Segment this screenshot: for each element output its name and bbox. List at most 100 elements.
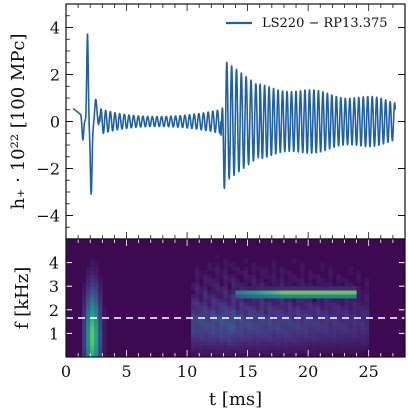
spectrogram-cell [336, 274, 341, 279]
spectrogram-cell [320, 317, 325, 322]
spectrogram-cell [324, 317, 329, 322]
spectrogram-cell [90, 305, 95, 311]
spectrogram-cell [316, 329, 321, 334]
spectrogram-cell [259, 278, 265, 283]
spectrogram-cell [235, 270, 240, 275]
spectrogram-cell [304, 317, 309, 322]
spectrogram-cell [239, 282, 244, 287]
spectrogram-cell [348, 290, 353, 295]
spectrogram-cell [279, 278, 285, 283]
spectrogram-cell [259, 282, 265, 287]
spectrogram-cell [283, 309, 289, 315]
spectrogram-cell [312, 345, 317, 350]
spectrogram-cell [219, 325, 224, 330]
spectrogram-cell [304, 321, 309, 326]
spectrogram-panel: 1 2 3 4 0 5 10 15 20 25 t [ms] f [kHz] [12, 238, 406, 410]
spectrogram-cell [344, 345, 349, 350]
spectrogram-cell [82, 282, 87, 287]
spectrogram-cell [94, 317, 99, 322]
spectrogram-cell [332, 325, 337, 330]
spectrogram-cell [356, 309, 362, 315]
spectrogram-cell [94, 266, 99, 271]
spectrogram-cell [271, 274, 277, 279]
spectrogram-cell [348, 313, 353, 319]
spectrogram-cell [263, 298, 269, 303]
spectrogram-cell [336, 337, 341, 342]
spectrogram-cell [283, 290, 289, 295]
strain-y-tick-label: 0 [50, 113, 60, 132]
spectrogram-cell [195, 305, 200, 311]
spectrogram-cell [348, 317, 353, 322]
spectrogram-cell [211, 313, 216, 319]
spectrogram-cell [94, 274, 99, 279]
spectrogram-cell [247, 301, 253, 307]
spectrogram-cell [328, 290, 333, 295]
spectrogram-cell [279, 294, 285, 299]
spectrogram-cell [207, 325, 212, 330]
spectrogram-cell [352, 345, 357, 350]
spectrogram-cell [336, 329, 341, 334]
spectrogram-cell [203, 325, 208, 330]
spectrogram-cell [320, 266, 325, 271]
spectrogram-cell [312, 317, 317, 322]
spectrogram-cell [223, 258, 228, 263]
spectrogram-cell [360, 325, 366, 330]
spectrogram-cell [263, 305, 269, 311]
spectrogram-cell [211, 294, 216, 299]
spectrogram-cell [324, 349, 329, 354]
spectrogram-cell [300, 329, 305, 334]
spectrogram-cell [98, 325, 103, 330]
strain-panel: LS220 − RP13.375 −4 −2 0 2 4 h₊ · 10²² [100 MP… [8, 3, 406, 240]
spectrogram-cell [191, 325, 196, 330]
spectrogram-cell [300, 325, 305, 330]
spectrogram-cell [203, 337, 208, 342]
spectrogram-cell [356, 317, 362, 322]
spectrogram-cell [324, 345, 329, 350]
spectrogram-cell [219, 333, 224, 338]
spectrogram-cell [191, 309, 196, 315]
spectrogram-cell [195, 266, 200, 271]
spectrogram-cell [191, 317, 196, 322]
spectrogram-cell [231, 349, 236, 354]
spectrogram-cell [239, 325, 244, 330]
spectrogram-cell [356, 333, 362, 338]
spectrogram-cell [211, 298, 216, 303]
spectrogram-cell [292, 345, 297, 350]
spectrogram-cell [82, 301, 87, 307]
spectrogram-cell [227, 337, 232, 342]
spectrogram-cell [255, 282, 261, 287]
spectrogram-cell [263, 270, 269, 275]
spectrogram-cell [344, 286, 349, 291]
spectrogram-cell [223, 353, 228, 358]
spectrogram-cell [195, 278, 200, 283]
spectrogram-cell [82, 341, 87, 346]
spectrogram-cell [219, 298, 224, 303]
spectrogram-cell [312, 309, 317, 315]
spectrogram-cell [304, 301, 309, 307]
spectrogram-cell [223, 294, 228, 299]
spectrogram-cell [348, 329, 353, 334]
spectrogram-cell [283, 305, 289, 311]
spectrogram-cell [98, 353, 103, 358]
spectrogram-cell [271, 282, 277, 287]
spectrogram-cell [340, 341, 345, 346]
spectrogram-cell [292, 313, 297, 319]
spectrogram-cell [259, 274, 265, 279]
spectrogram-cell [255, 294, 261, 299]
spectrogram-cell [292, 274, 297, 279]
spectrogram-cell [320, 329, 325, 334]
spectrogram-cell [82, 333, 87, 338]
spectrogram-cell [316, 337, 321, 342]
spectrogram-cell [94, 333, 99, 338]
spectrogram-cell [98, 309, 103, 315]
spectrogram-cell [247, 305, 253, 311]
spectrogram-cell [239, 329, 244, 334]
spectrogram-cell [287, 294, 293, 299]
spectrogram-cell [90, 282, 95, 287]
spectrogram-cell [199, 286, 204, 291]
spectrogram-cell [348, 349, 353, 354]
spectrogram-cell [255, 301, 261, 307]
spectrogram-cell [356, 278, 362, 283]
spectrogram-cell [324, 301, 329, 307]
spectrogram-cell [275, 321, 281, 326]
